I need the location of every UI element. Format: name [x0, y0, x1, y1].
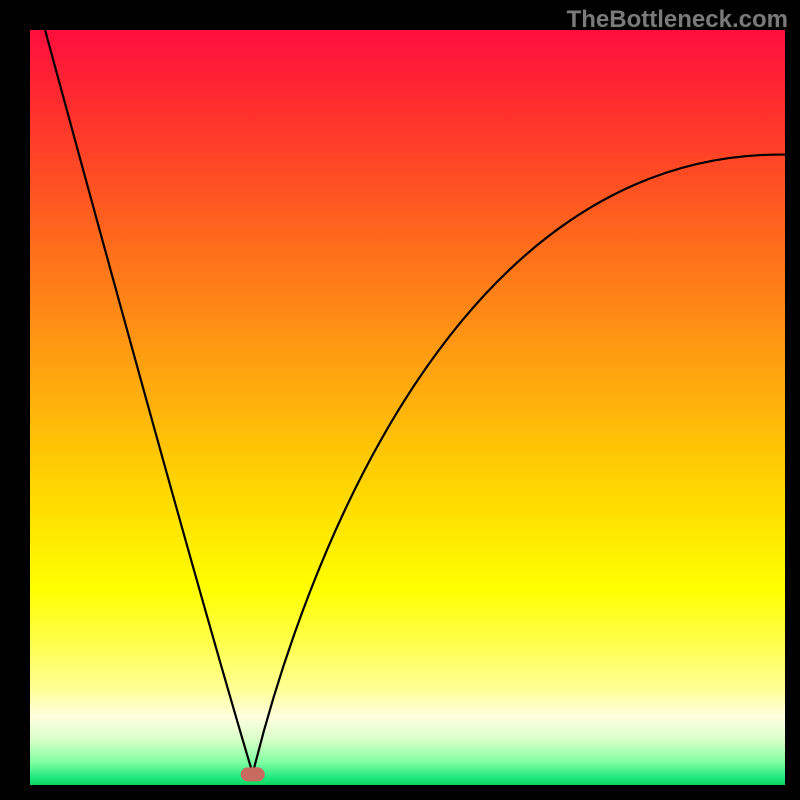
- minimum-marker: [241, 767, 265, 781]
- watermark-text: TheBottleneck.com: [567, 6, 788, 34]
- curve-overlay: [0, 0, 800, 800]
- chart-container: TheBottleneck.com: [0, 0, 800, 800]
- bottleneck-curve: [45, 30, 785, 774]
